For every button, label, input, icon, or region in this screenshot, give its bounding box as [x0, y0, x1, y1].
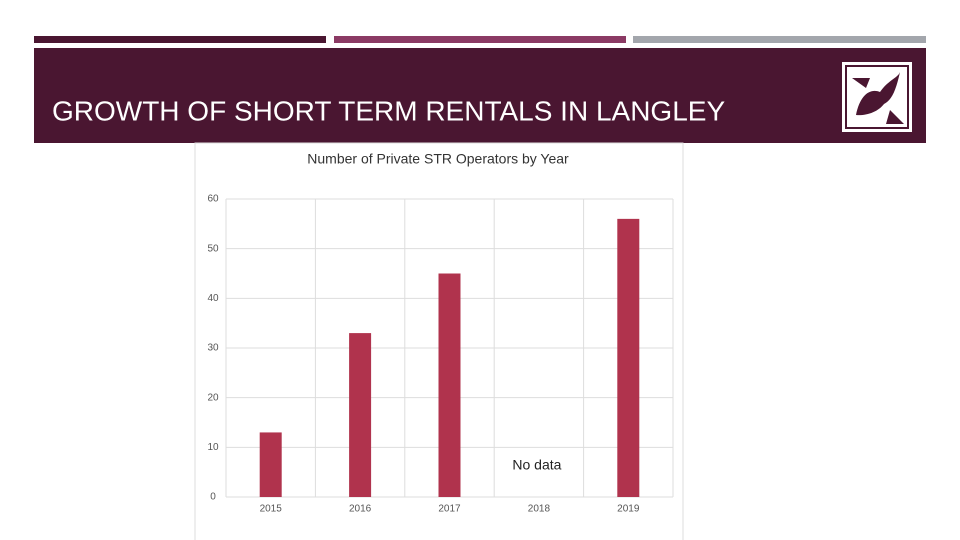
x-tick-label: 2018: [528, 504, 551, 515]
x-tick-label: 2019: [617, 504, 640, 515]
accent-bar: [34, 36, 326, 43]
x-tick-label: 2016: [349, 504, 372, 515]
accent-bar: [633, 36, 926, 43]
bar: [617, 218, 640, 497]
x-tick-label: 2017: [438, 504, 461, 515]
bar: [259, 432, 282, 497]
y-tick-label: 40: [207, 293, 219, 304]
chart-title: Number of Private STR Operators by Year: [307, 151, 569, 167]
slide-title: GROWTH OF SHORT TERM RENTALS IN LANGLEY: [52, 95, 725, 126]
y-tick-label: 30: [207, 343, 219, 354]
y-tick-label: 50: [207, 243, 219, 254]
y-tick-label: 0: [210, 492, 216, 503]
annotation: No data: [512, 457, 561, 473]
bar: [349, 333, 372, 497]
bar: [438, 273, 461, 497]
logo: [842, 62, 912, 132]
y-tick-label: 10: [207, 442, 219, 453]
y-tick-label: 20: [207, 392, 219, 403]
title-band: [34, 48, 926, 143]
x-tick-label: 2015: [260, 504, 283, 515]
y-tick-label: 60: [207, 194, 219, 205]
accent-bar: [334, 36, 626, 43]
